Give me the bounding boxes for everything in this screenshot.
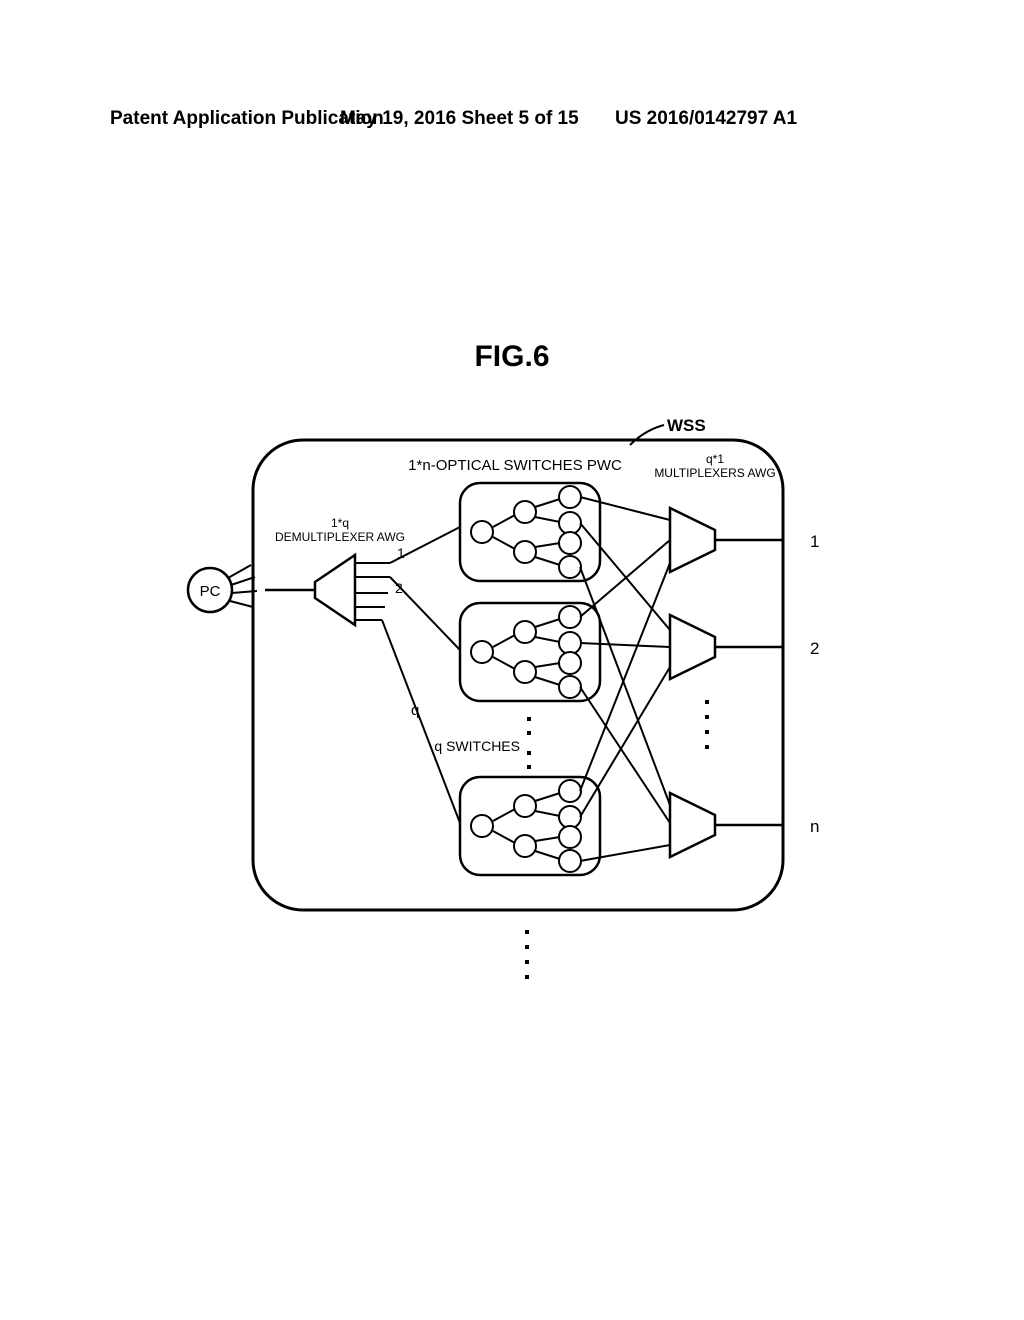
- wss-leader: [630, 425, 664, 445]
- x-q-to-mn: [580, 845, 670, 861]
- dots-sw-2: [527, 731, 531, 735]
- dots-mux-1: [705, 700, 709, 704]
- dots-sw-1: [527, 717, 531, 721]
- x-2-to-m1: [580, 540, 670, 617]
- x-2-to-m2: [580, 643, 670, 647]
- dots-sw-4: [527, 765, 531, 769]
- x-1-to-m1: [580, 497, 670, 520]
- switch-block-1: [460, 483, 600, 581]
- pc-line-4: [230, 601, 253, 607]
- dots-bottom-2: [525, 945, 529, 949]
- mux-label-line2: MULTIPLEXERS AWG: [654, 466, 775, 480]
- mux-1-shape: [670, 508, 715, 572]
- header-date-sheet: May 19, 2016 Sheet 5 of 15: [340, 108, 579, 130]
- wss-diagram: WSS 1*n-OPTICAL SWITCHES PWC q*1 MULTIPL…: [175, 415, 845, 1005]
- header-app-number: US 2016/0142797 A1: [615, 108, 797, 130]
- pc-line-2: [231, 577, 255, 585]
- x-1-to-mn: [580, 567, 670, 805]
- dots-mux-2: [705, 715, 709, 719]
- pc-line-1: [228, 565, 251, 578]
- dots-mux-3: [705, 730, 709, 734]
- switches-label: 1*n-OPTICAL SWITCHES PWC: [408, 457, 622, 474]
- pc-label: PC: [200, 583, 221, 600]
- x-q-to-m2: [580, 667, 670, 817]
- q-switches-label: q SWITCHES: [434, 738, 520, 754]
- dots-bottom-3: [525, 960, 529, 964]
- dots-sw-3: [527, 751, 531, 755]
- switch-block-q: [460, 777, 600, 875]
- mux-2-shape: [670, 615, 715, 679]
- mux-n-shape: [670, 793, 715, 857]
- dots-bottom-1: [525, 930, 529, 934]
- demux-label-line1: 1*q: [331, 516, 349, 530]
- wss-label: WSS: [667, 416, 706, 435]
- mux-out-1-label: 1: [810, 532, 819, 551]
- mux-out-2-label: 2: [810, 639, 819, 658]
- conn-demux-swq: [382, 620, 460, 823]
- demux-shape: [315, 555, 355, 625]
- conn-demux-sw2: [390, 577, 460, 650]
- dots-mux-4: [705, 745, 709, 749]
- demux-label-line2: DEMULTIPLEXER AWG: [275, 530, 405, 544]
- switch-block-2: [460, 603, 600, 701]
- mux-label-line1: q*1: [706, 452, 724, 466]
- mux-out-n-label: n: [810, 817, 819, 836]
- figure-title: FIG.6: [0, 340, 1024, 374]
- demux-out-q-label: q: [411, 702, 419, 719]
- dots-bottom-4: [525, 975, 529, 979]
